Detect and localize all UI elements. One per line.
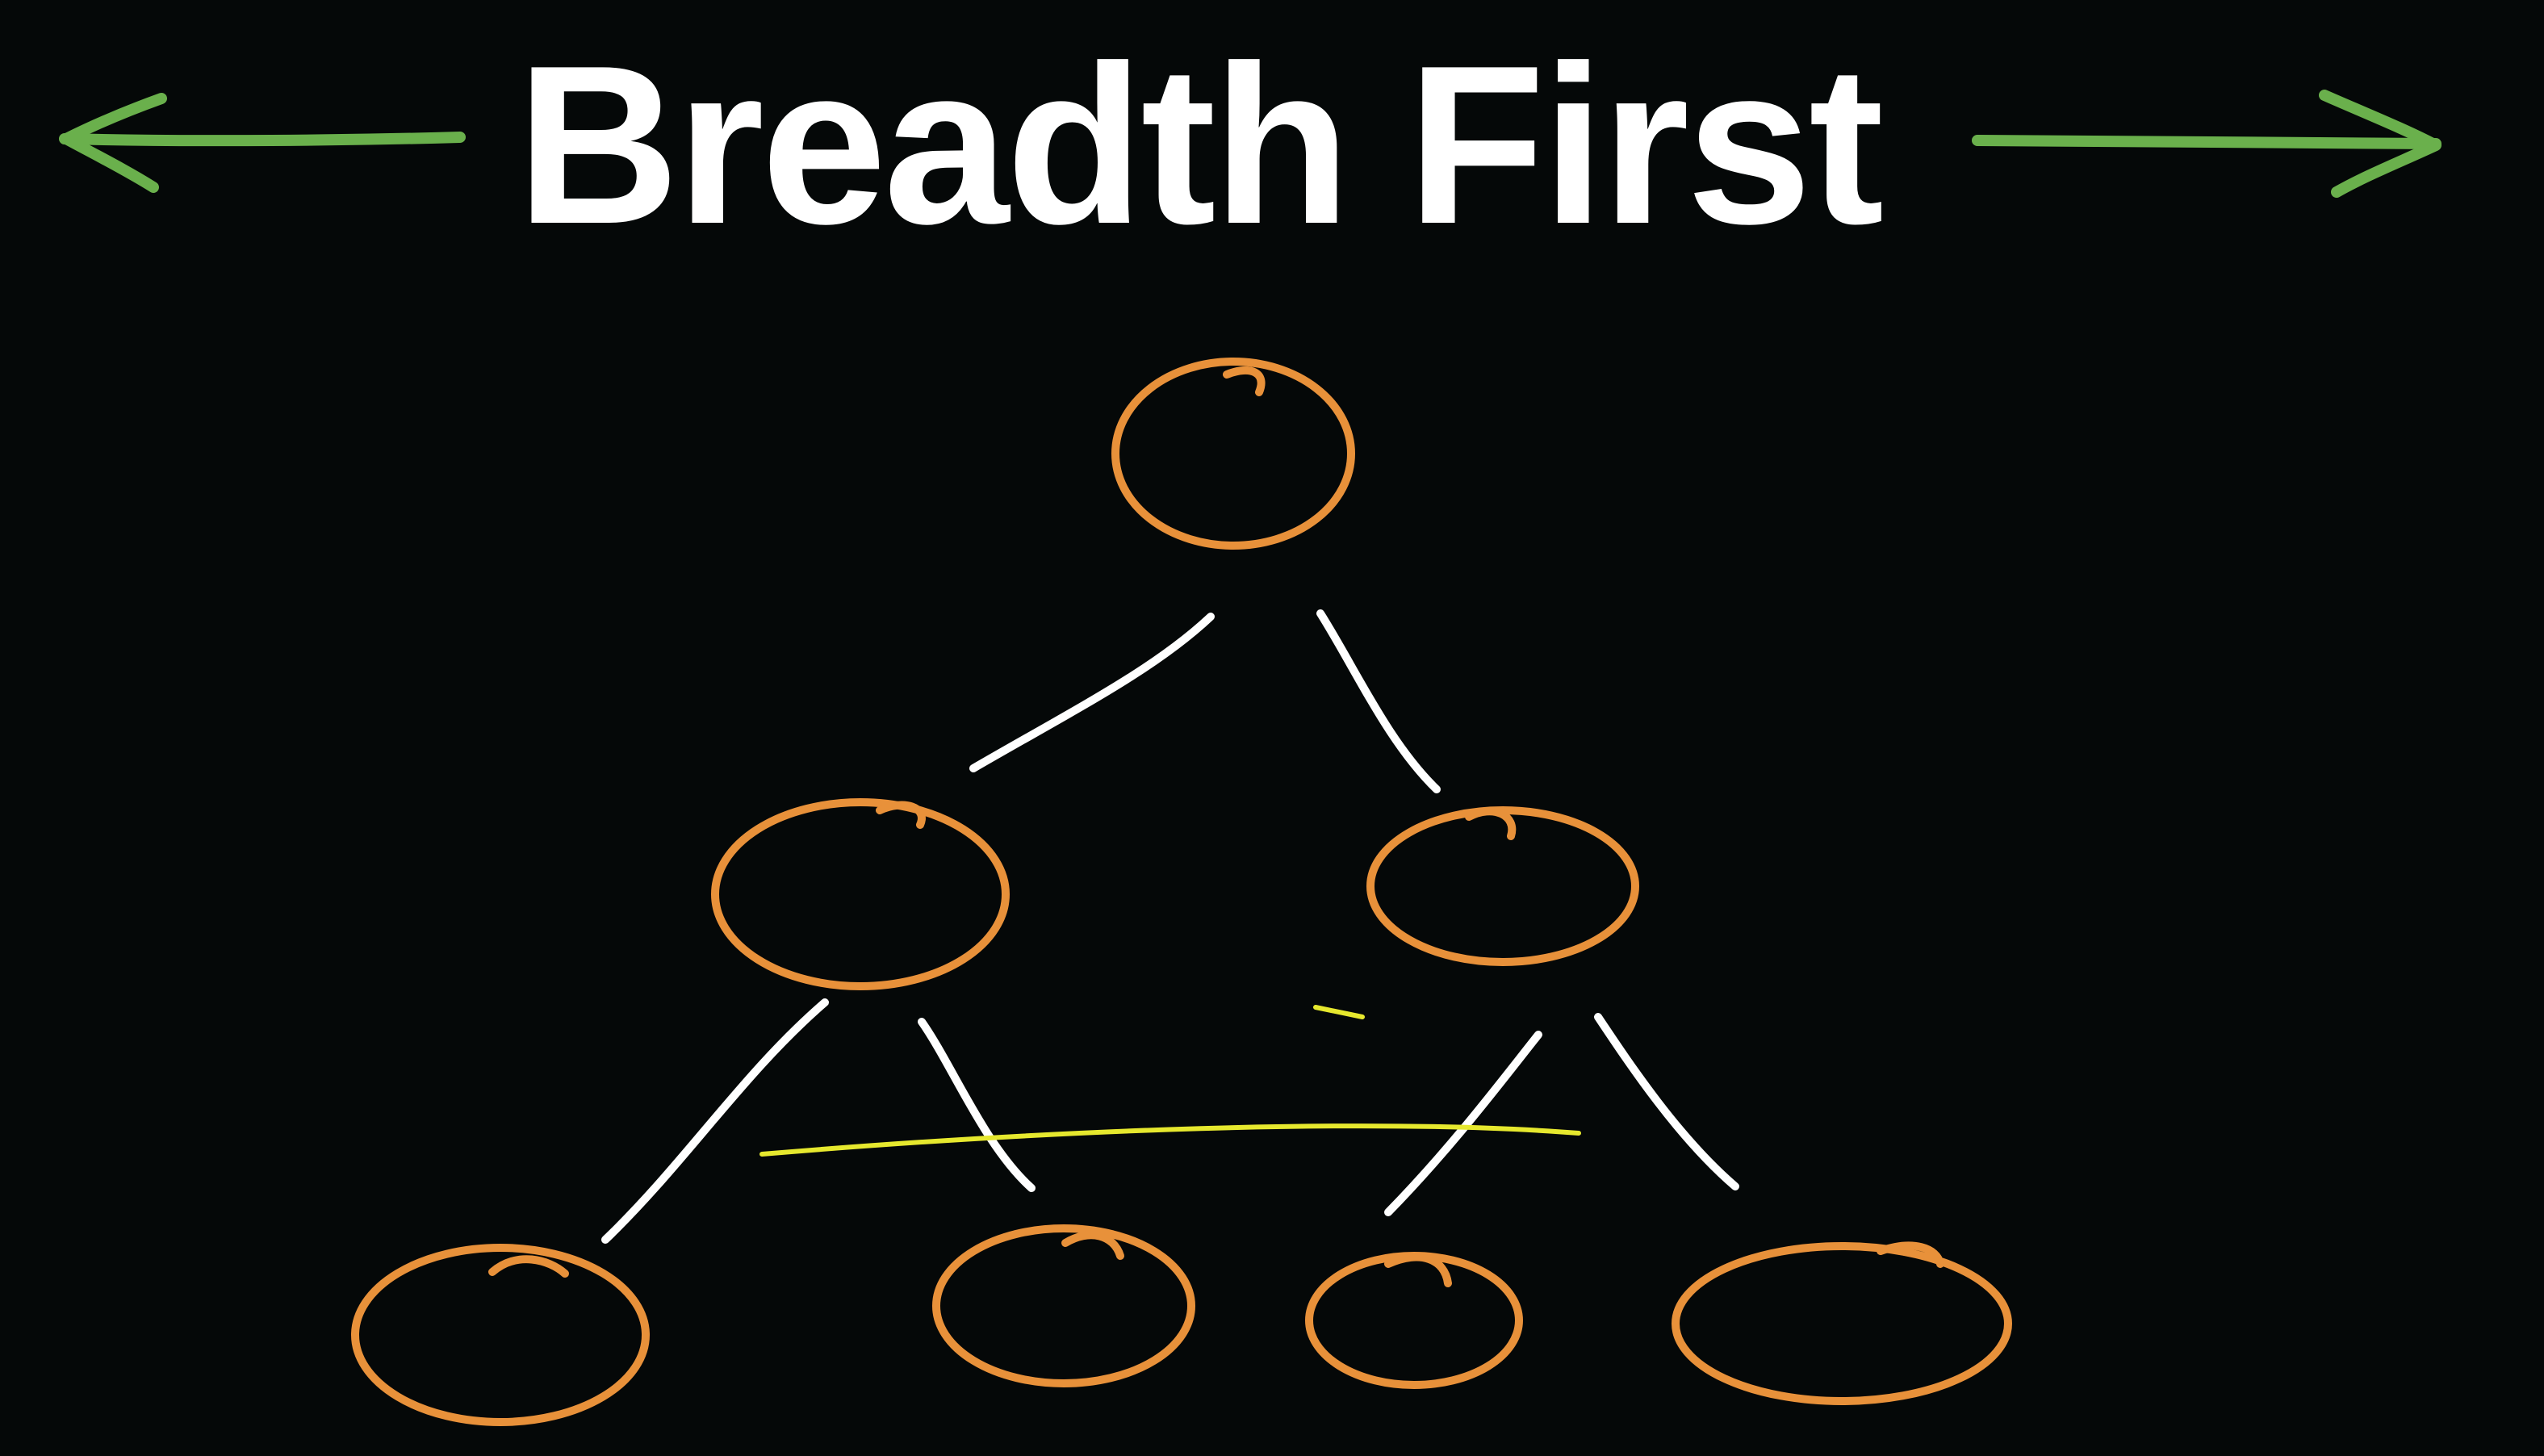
level-underline [759, 1123, 1581, 1157]
tree-node-left [711, 798, 1010, 990]
tree-node-right [1366, 806, 1639, 966]
slide-title: Breadth First [516, 19, 1884, 271]
tree-node-rl [1305, 1252, 1523, 1389]
edge-root-left [969, 613, 1215, 772]
tree-node-lr [932, 1224, 1195, 1387]
left-arrow-icon [59, 93, 466, 193]
right-arrow-icon [1972, 90, 2441, 198]
level-highlight [759, 1005, 1581, 1157]
edge-right-rr [1594, 1013, 1739, 1190]
edge-left-lr [918, 1018, 1036, 1192]
level-mark [1313, 1005, 1365, 1019]
tree-edges [601, 609, 1739, 1244]
tree-node-root [1111, 358, 1355, 550]
tree-node-rr [1672, 1241, 2012, 1405]
edge-right-rl [1384, 1031, 1542, 1216]
edge-root-right [1316, 609, 1441, 793]
tree-nodes [351, 358, 2012, 1426]
tree-node-ll [351, 1244, 650, 1426]
edge-left-ll [601, 998, 829, 1244]
